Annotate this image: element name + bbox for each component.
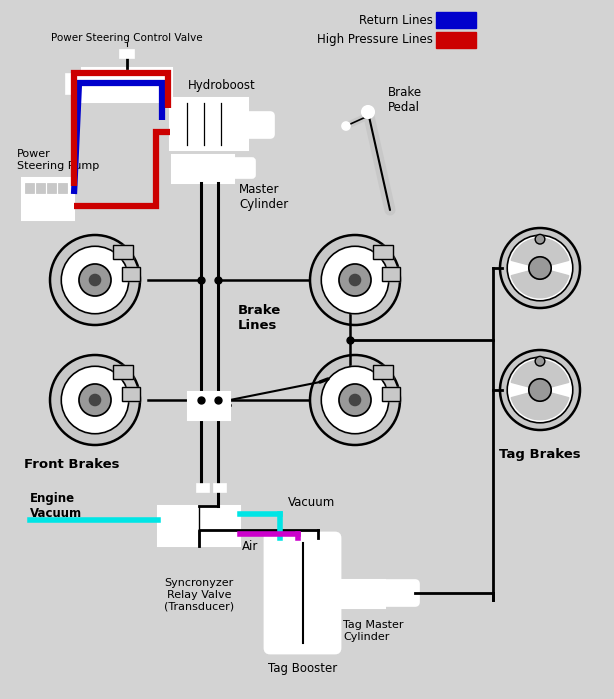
Bar — [436, 12, 476, 28]
Wedge shape — [511, 390, 569, 420]
Circle shape — [90, 394, 101, 405]
Circle shape — [529, 379, 551, 401]
Text: Brake
Lines: Brake Lines — [238, 304, 281, 332]
Bar — [58, 183, 67, 193]
Bar — [335, 580, 385, 608]
Circle shape — [507, 357, 573, 423]
Circle shape — [50, 235, 140, 325]
Bar — [188, 392, 230, 420]
Bar — [47, 183, 56, 193]
Bar — [66, 74, 82, 94]
FancyBboxPatch shape — [373, 245, 392, 259]
FancyBboxPatch shape — [112, 366, 133, 380]
Circle shape — [90, 275, 101, 286]
Text: Tag Master
Cylinder: Tag Master Cylinder — [343, 620, 403, 642]
Circle shape — [349, 394, 360, 405]
Bar — [214, 484, 226, 492]
Circle shape — [339, 384, 371, 416]
Bar — [158, 506, 240, 546]
Text: Power Steering Control Valve: Power Steering Control Valve — [51, 33, 203, 43]
Text: Tag Brakes: Tag Brakes — [499, 448, 581, 461]
Text: Brake
Pedal: Brake Pedal — [388, 86, 422, 114]
Text: Power
Steering Pump: Power Steering Pump — [17, 149, 99, 171]
Circle shape — [500, 350, 580, 430]
Text: Vacuum: Vacuum — [288, 496, 335, 508]
Circle shape — [194, 402, 202, 410]
Text: Master
Cylinder: Master Cylinder — [239, 183, 288, 211]
Circle shape — [535, 356, 545, 366]
FancyBboxPatch shape — [383, 387, 400, 401]
Circle shape — [214, 402, 222, 410]
Circle shape — [342, 122, 350, 130]
FancyBboxPatch shape — [122, 266, 141, 280]
Bar — [436, 32, 476, 48]
Text: Front Brakes: Front Brakes — [24, 458, 120, 471]
Circle shape — [500, 228, 580, 308]
Bar — [22, 178, 74, 220]
Wedge shape — [511, 268, 569, 298]
Bar — [172, 155, 234, 183]
Circle shape — [321, 366, 389, 434]
FancyBboxPatch shape — [373, 366, 392, 380]
Bar — [82, 68, 172, 102]
Circle shape — [61, 366, 129, 434]
Bar — [197, 484, 209, 492]
FancyBboxPatch shape — [122, 387, 141, 401]
Bar — [36, 183, 45, 193]
Circle shape — [79, 384, 111, 416]
FancyBboxPatch shape — [112, 245, 133, 259]
Text: Hydroboost: Hydroboost — [188, 80, 256, 92]
Circle shape — [321, 246, 389, 314]
Circle shape — [79, 264, 111, 296]
Text: Engine
Vacuum: Engine Vacuum — [30, 492, 82, 520]
FancyBboxPatch shape — [244, 112, 274, 138]
Circle shape — [310, 235, 400, 325]
Circle shape — [535, 234, 545, 244]
Bar — [170, 98, 248, 150]
Bar — [25, 183, 34, 193]
FancyBboxPatch shape — [265, 533, 340, 653]
Circle shape — [339, 264, 371, 296]
Circle shape — [310, 355, 400, 445]
Circle shape — [61, 246, 129, 314]
Bar — [120, 50, 134, 58]
Circle shape — [50, 355, 140, 445]
Circle shape — [362, 106, 374, 118]
Circle shape — [507, 235, 573, 301]
Wedge shape — [511, 238, 569, 268]
Circle shape — [529, 257, 551, 279]
Circle shape — [349, 275, 360, 286]
FancyBboxPatch shape — [231, 158, 255, 178]
Text: Air: Air — [242, 540, 258, 552]
FancyBboxPatch shape — [383, 266, 400, 280]
Text: High Pressure Lines: High Pressure Lines — [317, 34, 433, 47]
Text: Tag Booster: Tag Booster — [268, 662, 337, 675]
Text: Syncronyzer
Relay Valve
(Transducer): Syncronyzer Relay Valve (Transducer) — [164, 578, 234, 611]
FancyBboxPatch shape — [381, 580, 419, 606]
Wedge shape — [511, 360, 569, 390]
Text: Return Lines: Return Lines — [359, 13, 433, 27]
